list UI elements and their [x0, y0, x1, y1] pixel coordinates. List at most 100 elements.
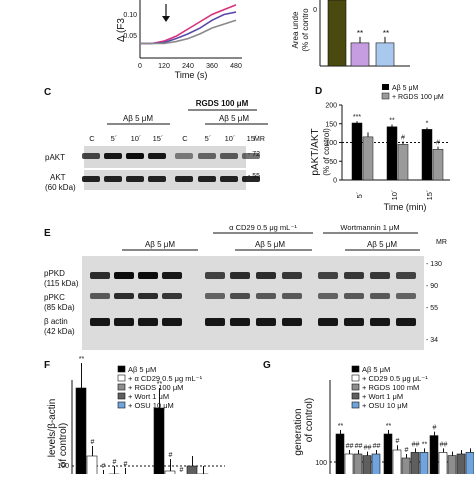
panel-e-band-r3-l4: [162, 318, 182, 326]
panel-e-band-r3-l10: [344, 318, 364, 326]
panel-g-sig-5: ##: [373, 443, 381, 450]
panel-e-cd29: α CD29 0.5 μg mL⁻¹: [229, 223, 297, 232]
panel-e-band-r3-l3: [138, 318, 158, 326]
panel-e-band-r2-l9: [318, 293, 338, 299]
panel-g-legend-label-1: Aβ 5 μM: [362, 365, 390, 374]
panel-e-band-r3-l12: [396, 318, 416, 326]
panel-d-xtick-1: 5´: [355, 192, 364, 199]
panel-e-marker-130: - 130: [426, 261, 442, 268]
panel-a-xtick-480: 480: [230, 63, 242, 70]
panel-e-band-r3-l9: [318, 318, 338, 326]
panel-d-bar-15´-1: [421, 129, 433, 181]
panel-g-sig-8: #: [405, 447, 409, 454]
panel-d-xlabel: Time (min): [384, 202, 427, 212]
panel-g-ytick-100: 100: [315, 460, 327, 467]
panel-f-ylabel-2: of control): [58, 423, 69, 467]
panel-a: Δ (F3 0.10 0.05 0 120 240 360 480 Time (s): [116, 0, 242, 80]
panel-b-ylabel-1: Area unde: [291, 11, 300, 48]
panel-f-legend-swatch-4: [117, 392, 126, 400]
panel-g-sig-3: ##: [355, 443, 363, 450]
legend-swatch-rgds: [381, 92, 390, 100]
panel-g-sig-11: #: [433, 425, 437, 432]
panel-c-akt-band-6: [198, 176, 216, 182]
panel-b-bars: [327, 0, 395, 67]
panel-c-rgds: RGDS 100 μM: [196, 99, 249, 108]
panel-f-legend-swatch-5: [117, 401, 126, 409]
panel-e-band-r1-l9: [318, 272, 338, 279]
panel-g-sig-6: **: [386, 423, 392, 430]
panel-c-lane-4: 15´: [153, 134, 164, 143]
panel-c-akt-band-7: [220, 176, 238, 182]
legend-label-rgds: + RGDS 100 μM: [392, 94, 444, 101]
panel-e-row-actin-kda: (42 kDa): [44, 327, 75, 336]
panel-c-lane-5: C: [182, 134, 188, 143]
panel-g-legend: Aβ 5 μM+ CD29 0.5 μg μL⁻¹+ RGDS 100 mM+ …: [351, 365, 428, 410]
panel-e-band-r3-l2: [114, 318, 134, 326]
panel-d-bar-15´-2: [432, 149, 444, 181]
panel-g-label: G: [263, 360, 271, 371]
panel-b-sig-1: **: [357, 29, 363, 38]
panel-e-row-ppkc-kda: (85 kDa): [44, 303, 75, 312]
panel-g-sig-1: **: [338, 423, 344, 430]
panel-e-band-r2-l4: [162, 293, 182, 299]
panel-g-sig-9: ##: [412, 441, 420, 448]
panel-c-marker-72: - 72: [248, 151, 260, 158]
panel-f-sig-8: #: [180, 467, 184, 474]
panel-g-sig-4: ##: [364, 445, 372, 452]
panel-c-lane-3: 10´: [131, 134, 142, 143]
panel-f-legend-swatch-1: [117, 365, 126, 373]
panel-e-band-r3-l7: [256, 318, 276, 326]
panel-g-bars: **## ## ## ##**#### **###: [335, 423, 474, 477]
panel-g-bar-g3-s4: [456, 453, 466, 477]
panel-g-legend-swatch-1: [351, 365, 360, 373]
panel-a-series: [140, 4, 237, 45]
panel-f-legend-label-3: + RGDS 100 μM: [128, 383, 183, 392]
panel-g-sig-7: #: [396, 438, 400, 445]
panel-c-row-akt-kda: (60 kDa): [45, 183, 76, 192]
panel-f-ylabel-1: levels/β-actin: [47, 399, 58, 458]
panel-e-band-r2-l5: [205, 293, 225, 299]
panel-f: F levels/β-actin of control) 100 ** # # # # *…: [44, 356, 225, 479]
panel-e-band-r1-l12: [396, 272, 416, 279]
panel-f-sig-3: #: [102, 463, 106, 470]
panel-e: E α CD29 0.5 μg mL⁻¹ Wortmannin 1 μM Aβ …: [44, 223, 447, 350]
panel-e-marker-55: - 55: [426, 305, 438, 312]
panel-e-band-r2-l10: [344, 293, 364, 299]
arrow-icon: [162, 4, 170, 22]
legend-swatch-abeta: [382, 84, 389, 90]
panel-c-pakt-band-6: [198, 153, 216, 159]
panel-c-lane-2: 5´: [111, 134, 118, 143]
panel-g-legend-label-5: + OSU 10 μM: [362, 401, 408, 410]
panel-g-legend-swatch-2: [351, 374, 360, 382]
panel-g-bar-g2-s2: [392, 449, 402, 477]
panel-f-sig-2: #: [91, 439, 95, 446]
panel-c-mr: MR: [254, 136, 265, 143]
panel-g-bar-g2-s1: [383, 433, 393, 477]
panel-d-label: D: [315, 86, 322, 97]
panel-d-legend: Aβ 5 μM + RGDS 100 μM: [381, 84, 444, 101]
panel-e-row-ppkd-kda: (115 kDa): [44, 279, 79, 288]
panel-g-bar-g1-s2: [344, 453, 354, 477]
panel-e-row-ppkd: pPKD: [44, 269, 65, 278]
panel-d-bar-5´-1: [351, 122, 363, 181]
panel-e-abeta-1: Aβ 5 μM: [145, 240, 175, 249]
panel-e-band-r2-l8: [282, 293, 302, 299]
panel-e-band-r1-l3: [138, 272, 158, 279]
panel-g-ylabel-1: generation: [293, 408, 304, 455]
panel-g-legend-swatch-5: [351, 401, 360, 409]
panel-f-bar-g1-s1: [75, 387, 87, 477]
panel-a-ytick-2: 0.05: [123, 33, 137, 40]
panel-d-ytick-150: 150: [325, 121, 337, 128]
panel-e-band-r1-l1: [90, 272, 110, 279]
panel-c-lane-labels: C 5´ 10´ 15´ C 5´ 10´ 15´: [89, 134, 257, 143]
panel-c-pakt-band-5: [175, 153, 193, 159]
panel-e-band-r1-l2: [114, 272, 134, 279]
panel-g-bar-g1-s5: [371, 453, 381, 477]
panel-c-pakt-band-8: [242, 153, 260, 159]
panel-e-band-r1-l5: [205, 272, 225, 279]
panel-c-label: C: [44, 87, 51, 98]
panel-f-label: F: [44, 360, 50, 371]
panel-c-pakt-band-7: [220, 153, 238, 159]
panel-c-pakt-band-2: [104, 153, 122, 159]
panel-e-row-ppkc: pPKC: [44, 293, 65, 302]
